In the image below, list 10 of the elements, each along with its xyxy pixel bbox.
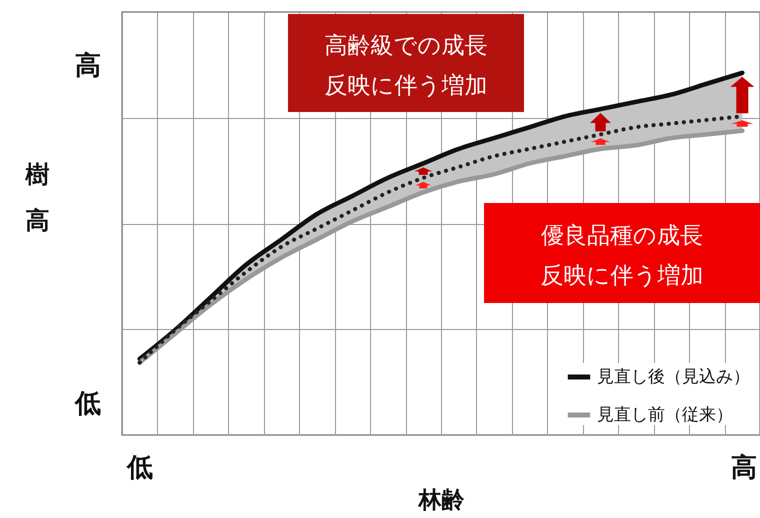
- annotation: 高齢級での成長反映に伴う増加: [324, 33, 488, 99]
- legend-label: 見直し前（従来）: [597, 405, 733, 425]
- text: 低: [126, 453, 153, 483]
- text: 高: [731, 453, 757, 483]
- text: 高: [75, 51, 101, 81]
- legend-label: 見直し後（見込み）: [597, 367, 750, 387]
- text: 低: [74, 389, 101, 419]
- x-axis-title: 林齢: [418, 488, 466, 514]
- annotation: 優良品種の成長反映に伴う増加: [540, 223, 704, 289]
- y-axis-title: 樹高: [24, 160, 50, 234]
